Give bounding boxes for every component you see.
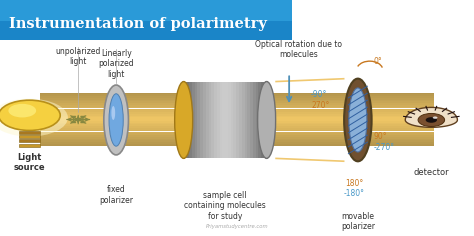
FancyBboxPatch shape <box>0 0 292 21</box>
Bar <box>40 114 434 116</box>
Ellipse shape <box>104 85 128 155</box>
Bar <box>40 103 434 105</box>
Bar <box>264 81 266 158</box>
Bar <box>247 81 250 158</box>
Bar <box>258 81 261 158</box>
Text: Instrumentation of polarimetry: Instrumentation of polarimetry <box>9 17 266 31</box>
Bar <box>40 133 434 135</box>
Bar <box>40 107 434 109</box>
Bar <box>40 121 434 123</box>
Text: 270°: 270° <box>311 101 329 110</box>
Bar <box>40 116 434 117</box>
Bar <box>19 135 40 138</box>
Bar <box>40 135 434 137</box>
Ellipse shape <box>174 81 192 158</box>
Bar <box>40 130 434 131</box>
Bar <box>192 81 195 158</box>
Circle shape <box>426 117 437 123</box>
Text: 0°: 0° <box>373 57 382 66</box>
Text: Linearly
polarized
light: Linearly polarized light <box>98 49 134 79</box>
Bar <box>40 144 434 146</box>
Bar <box>228 81 231 158</box>
Bar <box>261 81 264 158</box>
Bar <box>40 105 434 107</box>
Bar <box>239 81 242 158</box>
Text: sample cell
containing molecules
for study: sample cell containing molecules for stu… <box>184 191 266 221</box>
Bar <box>225 81 228 158</box>
Bar <box>219 81 222 158</box>
Bar <box>40 142 434 144</box>
Ellipse shape <box>111 106 115 120</box>
Bar <box>245 81 247 158</box>
Bar <box>40 94 434 96</box>
Bar <box>222 81 225 158</box>
FancyBboxPatch shape <box>0 0 292 40</box>
Bar <box>40 137 434 139</box>
Polygon shape <box>405 107 457 127</box>
Text: 90°: 90° <box>374 132 387 141</box>
Text: movable
polarizer: movable polarizer <box>341 212 375 231</box>
Bar <box>40 119 434 121</box>
Circle shape <box>433 117 438 119</box>
Bar <box>40 109 434 110</box>
Text: Optical rotation due to
molecules: Optical rotation due to molecules <box>255 40 342 59</box>
Ellipse shape <box>258 81 275 158</box>
Circle shape <box>418 114 445 126</box>
Bar <box>40 98 434 100</box>
Bar <box>186 81 189 158</box>
Bar <box>255 81 258 158</box>
Bar <box>206 81 209 158</box>
Bar <box>19 131 40 134</box>
Circle shape <box>9 104 36 118</box>
Bar <box>209 81 211 158</box>
Bar <box>40 126 434 128</box>
Bar <box>214 81 217 158</box>
Bar <box>40 123 434 124</box>
Bar <box>40 110 434 112</box>
Ellipse shape <box>349 88 367 152</box>
Bar <box>231 81 233 158</box>
Circle shape <box>0 99 68 137</box>
Bar <box>19 139 40 142</box>
Bar <box>200 81 203 158</box>
Bar <box>40 93 434 94</box>
Bar <box>211 81 214 158</box>
Bar <box>236 81 239 158</box>
Bar <box>40 139 434 140</box>
Bar <box>183 81 186 158</box>
Text: 180°: 180° <box>345 179 363 188</box>
Bar <box>40 124 434 126</box>
Bar <box>40 128 434 130</box>
Text: -90°: -90° <box>310 90 327 99</box>
Bar <box>195 81 198 158</box>
Bar <box>242 81 245 158</box>
Circle shape <box>0 100 60 131</box>
Bar <box>250 81 253 158</box>
Bar <box>40 100 434 101</box>
Bar <box>189 81 192 158</box>
Bar <box>40 101 434 103</box>
Text: -180°: -180° <box>344 189 365 198</box>
Bar <box>40 140 434 142</box>
Ellipse shape <box>344 79 372 161</box>
Text: -270°: -270° <box>374 143 395 152</box>
Text: detector: detector <box>413 168 449 177</box>
Bar <box>40 112 434 114</box>
Text: Priyamstudycentre.com: Priyamstudycentre.com <box>206 224 268 229</box>
Bar <box>40 96 434 98</box>
Text: Light
source: Light source <box>14 153 45 172</box>
Bar <box>40 117 434 119</box>
Bar <box>253 81 255 158</box>
Bar <box>203 81 206 158</box>
Bar <box>40 131 434 133</box>
Bar <box>198 81 200 158</box>
Text: fixed
polarizer: fixed polarizer <box>99 185 133 205</box>
Ellipse shape <box>109 94 123 146</box>
Bar <box>233 81 236 158</box>
Bar <box>217 81 219 158</box>
Bar <box>19 143 40 147</box>
Text: unpolarized
light: unpolarized light <box>55 46 101 66</box>
